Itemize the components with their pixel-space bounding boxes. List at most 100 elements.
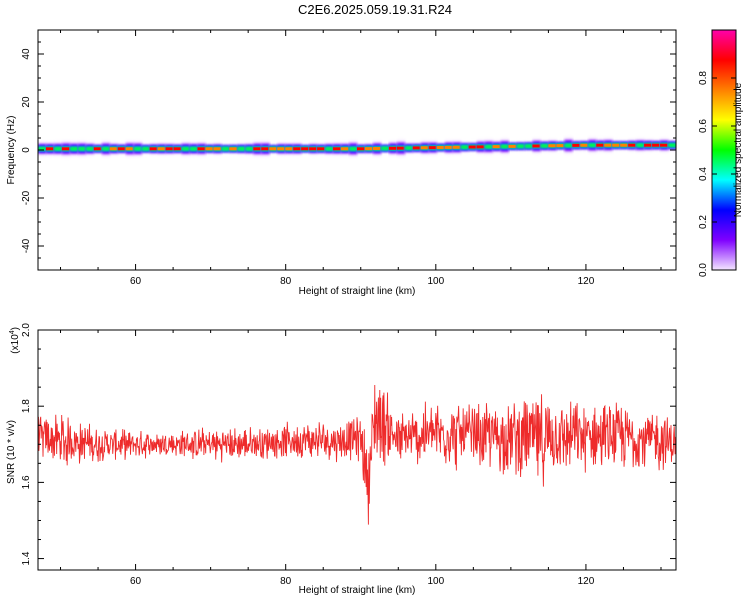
heatmap-cell <box>125 147 135 151</box>
heatmap-cell <box>93 147 103 151</box>
colorbar-gradient <box>711 29 737 271</box>
y-tick-label: 0 <box>21 147 32 153</box>
colorbar-tick-label: 0.8 <box>698 71 709 85</box>
heatmap-cell <box>524 144 534 148</box>
heatmap-cell <box>516 144 526 148</box>
snr-panel: 60 80 100 120 2.0 1.8 1.6 1.4 Height of straig… <box>6 323 677 596</box>
x-tick-label: 80 <box>280 276 292 287</box>
heatmap-cell <box>197 147 207 151</box>
colorbar-tick-label: 0.0 <box>698 263 709 277</box>
spectrogram-y-axis-label: Frequency (Hz) <box>6 116 17 185</box>
y-tick-label: -40 <box>21 238 32 253</box>
snr-series-line <box>38 385 676 525</box>
heatmap-cell <box>644 143 653 147</box>
heatmap-cell <box>468 145 478 149</box>
heatmap-cell <box>237 147 246 151</box>
heatmap-cell <box>500 145 510 148</box>
heatmap-cell <box>38 147 47 151</box>
y-tick-label: 2.0 <box>21 323 32 337</box>
colorbar-tick-label: 0.2 <box>698 215 709 229</box>
heatmap-cell <box>588 143 597 147</box>
heatmap-cell <box>357 147 366 151</box>
x-tick-label: 120 <box>578 576 595 587</box>
heatmap-cell <box>245 147 254 151</box>
heatmap-cell <box>492 145 502 149</box>
y-tick-label: -20 <box>21 190 32 205</box>
heatmap-cell <box>61 147 71 151</box>
heatmap-cell <box>157 147 167 151</box>
heatmap-cell <box>189 147 199 151</box>
heatmap-cell <box>77 147 87 151</box>
heatmap-cell <box>181 147 191 151</box>
heatmap-cell <box>444 145 454 149</box>
heatmap-cell <box>165 147 175 151</box>
heatmap-cell <box>508 144 518 148</box>
y-tick-label: 40 <box>21 48 32 60</box>
colorbar-label: Normalized spectral amplitude <box>733 82 744 217</box>
heatmap-cell <box>396 146 406 150</box>
heatmap-cell <box>460 145 470 149</box>
heatmap-cell <box>476 145 486 149</box>
heatmap-cell <box>309 147 318 151</box>
chart-title: C2E6.2025.059.19.31.R24 <box>298 2 452 17</box>
heatmap-cell <box>612 143 621 147</box>
heatmap-cell <box>604 143 613 147</box>
heatmap-cell <box>213 147 223 151</box>
heatmap-cell <box>69 147 79 151</box>
snr-y-multiplier: (x104) <box>9 327 21 354</box>
x-tick-label: 120 <box>578 276 595 287</box>
heatmap-cell <box>101 147 111 151</box>
heatmap-cell <box>636 143 645 147</box>
heatmap-cell <box>333 147 342 151</box>
heatmap-cell <box>341 147 350 151</box>
heatmap-cell <box>420 146 430 150</box>
snr-frame <box>37 329 677 571</box>
heatmap-cell <box>133 147 143 151</box>
colorbar-tick-label: 0.6 <box>698 119 709 133</box>
heatmap-cell <box>277 147 286 151</box>
heatmap-cell <box>325 147 334 151</box>
colorbar: 0.0 0.2 0.4 0.6 0.8 Normalized spectral ampl… <box>698 29 744 277</box>
spectrogram-x-axis-label: Height of straight line (km) <box>299 286 416 297</box>
spectrogram-panel: 60 80 100 120 40 20 0 -20 -40 Height of straigh… <box>6 29 677 297</box>
heatmap-cell <box>85 147 95 151</box>
heatmap-cell <box>652 143 661 147</box>
heatmap-cell <box>668 143 676 147</box>
heatmap-cell <box>109 147 119 151</box>
heatmap-cell <box>149 147 159 151</box>
heatmap-cell <box>660 143 669 147</box>
heatmap-cell <box>253 147 262 151</box>
heatmap-cell <box>349 147 358 151</box>
x-tick-label: 80 <box>280 576 292 587</box>
y-tick-label: 20 <box>21 96 32 108</box>
y-tick-label: 1.4 <box>21 551 32 565</box>
heatmap-cell <box>580 143 589 147</box>
heatmap-cell <box>596 143 605 147</box>
heatmap-cell <box>532 144 542 148</box>
heatmap-cell <box>548 144 557 148</box>
heatmap-cell <box>173 147 183 151</box>
heatmap-cell <box>564 143 573 147</box>
y-tick-label: 1.8 <box>21 399 32 413</box>
heatmap-cell <box>117 147 127 151</box>
heatmap-cell <box>380 146 390 150</box>
heatmap-cell <box>372 147 382 151</box>
heatmap-cell <box>436 146 446 150</box>
colorbar-tick-label: 0.4 <box>698 167 709 181</box>
x-tick-label: 100 <box>427 576 444 587</box>
heatmap-cell <box>484 145 494 149</box>
heatmap-cell <box>556 144 565 148</box>
heatmap-cell <box>404 146 414 150</box>
heatmap-cell <box>317 147 326 151</box>
y-tick-label: 1.6 <box>21 475 32 489</box>
snr-y-axis-label: SNR (10 * v/v) <box>6 420 17 484</box>
heatmap-cell <box>628 143 637 147</box>
heatmap-cell <box>452 145 462 149</box>
heatmap-cell <box>205 147 215 151</box>
heatmap-cell <box>221 147 230 151</box>
heatmap-cell <box>269 147 278 151</box>
heatmap-cell <box>141 147 151 151</box>
heatmap-cell <box>428 146 438 150</box>
